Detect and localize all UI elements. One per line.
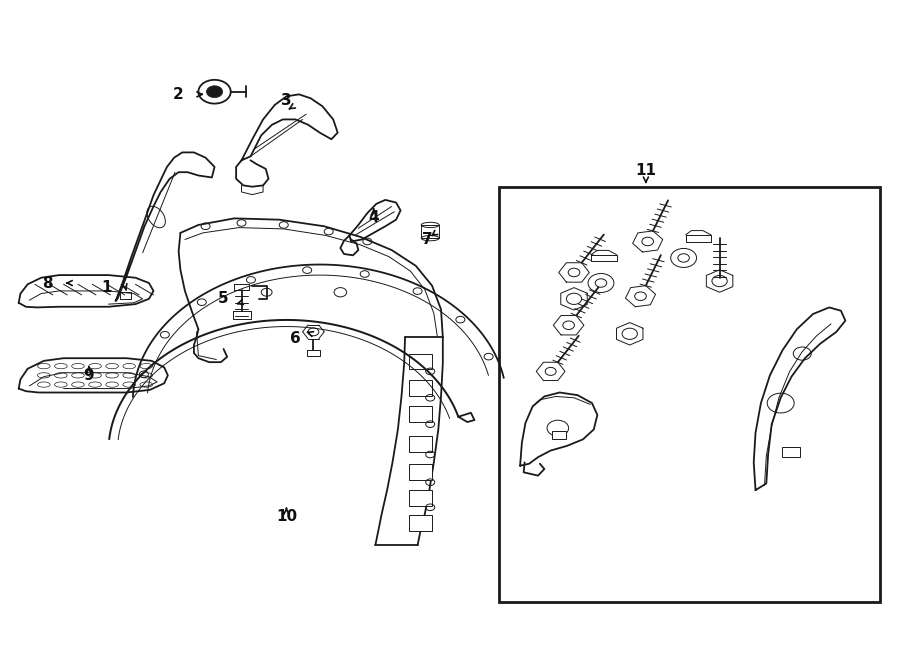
Bar bbox=[500, 186, 879, 602]
Text: 8: 8 bbox=[42, 276, 53, 290]
Circle shape bbox=[206, 86, 222, 98]
Text: 4: 4 bbox=[368, 210, 379, 225]
Text: 7: 7 bbox=[422, 232, 433, 247]
Bar bbox=[409, 380, 432, 396]
Bar bbox=[409, 490, 432, 506]
Text: 1: 1 bbox=[102, 280, 112, 295]
Text: 6: 6 bbox=[290, 331, 301, 346]
Bar bbox=[409, 464, 432, 480]
Text: 3: 3 bbox=[281, 93, 292, 108]
Text: 9: 9 bbox=[84, 368, 94, 383]
Bar bbox=[409, 354, 432, 369]
Bar bbox=[409, 436, 432, 452]
Text: 11: 11 bbox=[635, 163, 656, 178]
Bar bbox=[782, 447, 800, 457]
Text: 5: 5 bbox=[218, 292, 229, 306]
Bar bbox=[552, 432, 566, 440]
Bar bbox=[409, 407, 432, 422]
Text: 2: 2 bbox=[173, 87, 184, 102]
Text: 10: 10 bbox=[276, 509, 297, 524]
Bar bbox=[409, 515, 432, 531]
